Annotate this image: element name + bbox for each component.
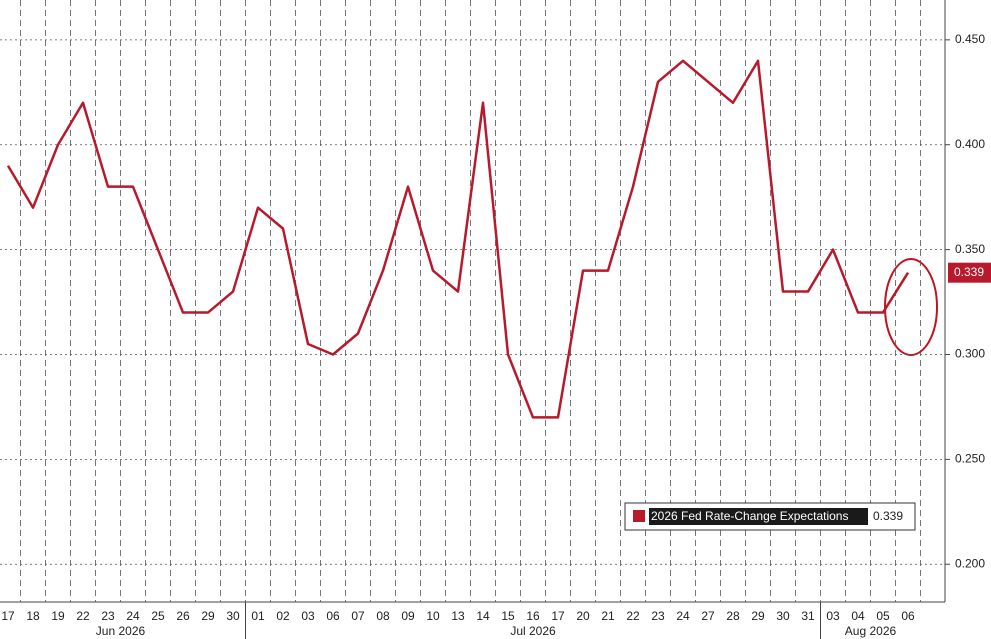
x-tick-label: 26 <box>176 609 190 623</box>
legend-highlight <box>649 508 868 525</box>
x-tick-label: 24 <box>676 609 690 623</box>
x-tick-label: 21 <box>601 609 615 623</box>
last-value-label: 0.339 <box>954 265 984 279</box>
x-tick-label: 17 <box>551 609 565 623</box>
x-tick-label: 31 <box>801 609 815 623</box>
x-tick-label: 20 <box>576 609 590 623</box>
x-tick-label: 17 <box>1 609 15 623</box>
x-tick-label: 10 <box>426 609 440 623</box>
x-tick-label: 02 <box>276 609 290 623</box>
x-tick-label: 30 <box>776 609 790 623</box>
x-tick-label: 01 <box>251 609 265 623</box>
y-tick-label: 0.200 <box>955 556 985 570</box>
x-tick-label: 23 <box>101 609 115 623</box>
x-tick-label: 25 <box>151 609 165 623</box>
x-tick-label: 03 <box>826 609 840 623</box>
x-tick-label: 06 <box>901 609 915 623</box>
x-tick-label: 22 <box>626 609 640 623</box>
x-tick-label: 15 <box>501 609 515 623</box>
line <box>6 59 910 419</box>
month-label: Jun 2026 <box>96 624 146 638</box>
month-label: Jul 2026 <box>510 624 556 638</box>
last-value-tag <box>948 262 991 283</box>
x-tick-label: 29 <box>201 609 215 623</box>
x-tick-label: 14 <box>476 609 490 623</box>
x-tick-label: 29 <box>751 609 765 623</box>
x-tick-label: 23 <box>651 609 665 623</box>
x-tick-label: 16 <box>526 609 540 623</box>
x-tick-label: 05 <box>876 609 890 623</box>
legend-label: 2026 Fed Rate-Change Expectations <box>651 509 848 523</box>
y-tick-label: 0.300 <box>955 347 985 361</box>
x-tick-label: 08 <box>376 609 390 623</box>
x-tick-label: 27 <box>701 609 715 623</box>
x-tick-label: 19 <box>51 609 65 623</box>
legend-value: 0.339 <box>873 509 903 523</box>
x-tick-label: 18 <box>26 609 40 623</box>
x-tick-label: 24 <box>126 609 140 623</box>
x-tick-label: 13 <box>451 609 465 623</box>
legend-swatch <box>633 510 645 522</box>
x-tick-label: 30 <box>226 609 240 623</box>
y-tick-label: 0.450 <box>955 32 985 46</box>
y-tick-label: 0.250 <box>955 452 985 466</box>
x-tick-label: 04 <box>851 609 865 623</box>
x-tick-label: 06 <box>326 609 340 623</box>
x-tick-label: 07 <box>351 609 365 623</box>
highlight-circle <box>884 258 938 356</box>
x-tick-label: 22 <box>76 609 90 623</box>
x-tick-label: 03 <box>301 609 315 623</box>
x-tick-label: 28 <box>726 609 740 623</box>
y-tick-label: 0.400 <box>955 137 985 151</box>
month-label: Aug 2026 <box>845 624 897 638</box>
x-tick-label: 09 <box>401 609 415 623</box>
y-tick-label: 0.350 <box>955 242 985 256</box>
